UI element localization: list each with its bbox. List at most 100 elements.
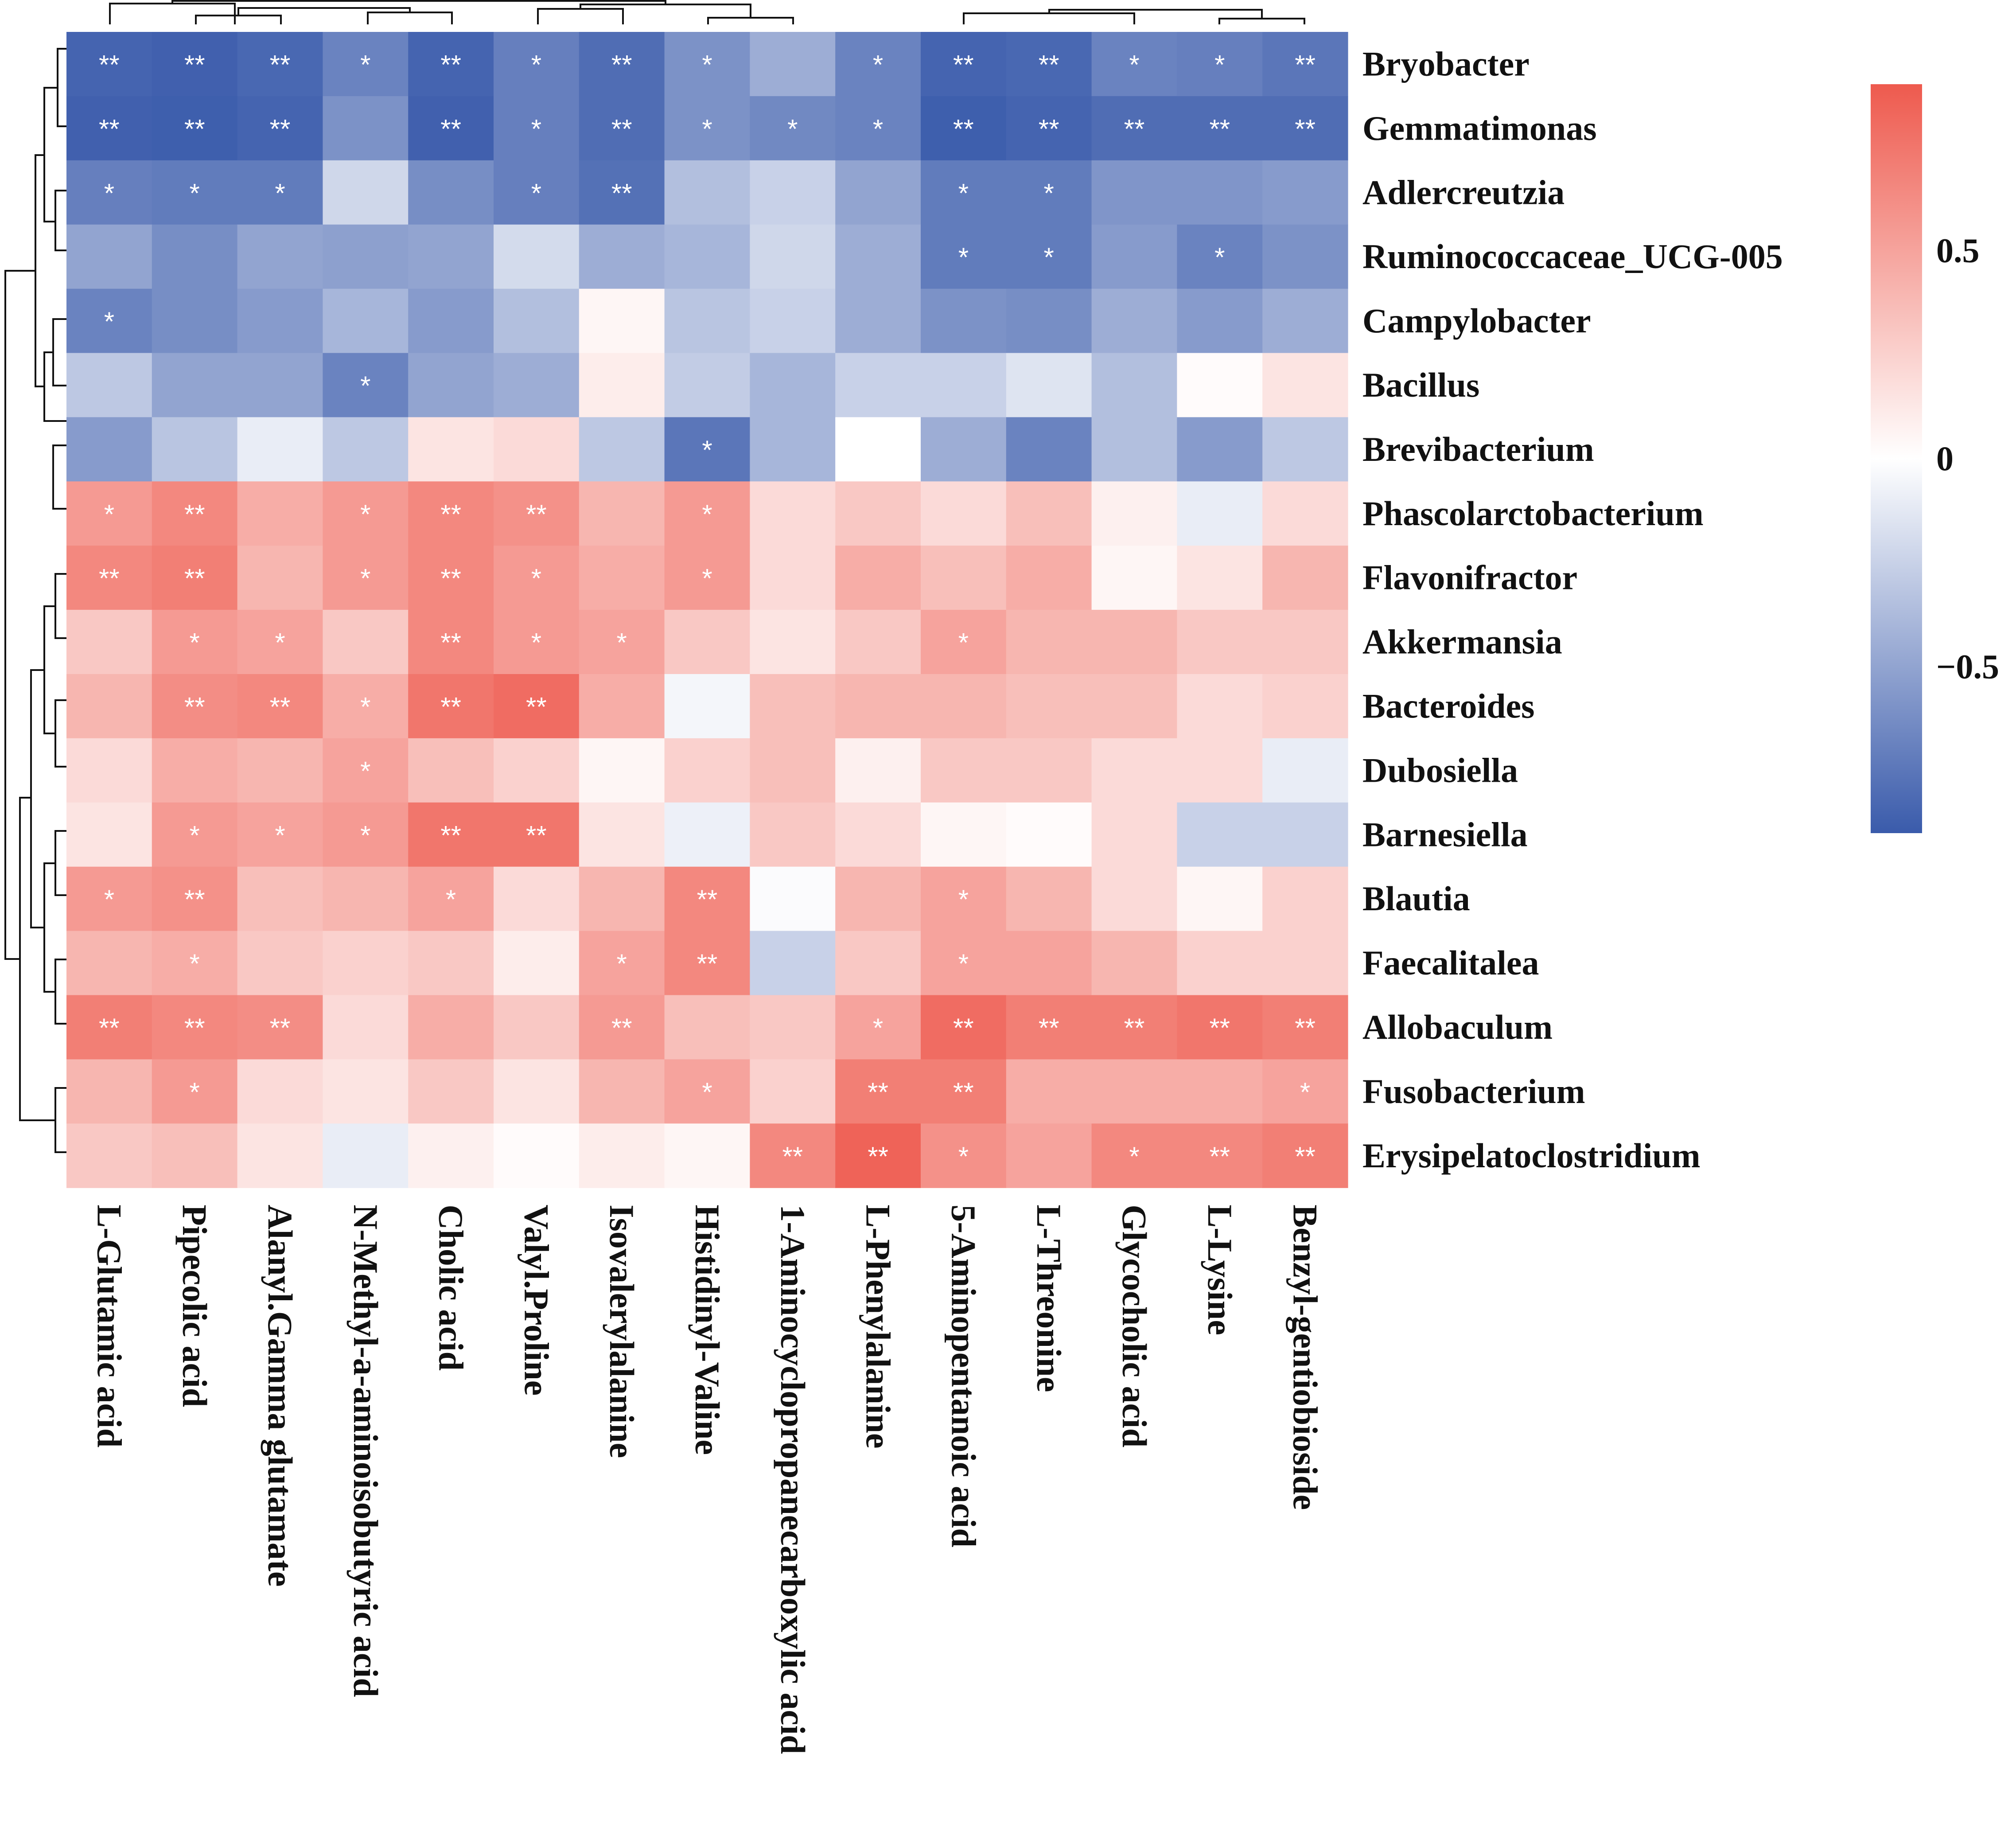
row-label: Phascolarctobacterium: [1362, 494, 1704, 533]
significance-marker: *: [702, 50, 712, 79]
significance-marker: **: [270, 114, 291, 144]
significance-marker: **: [611, 1013, 632, 1043]
heatmap-cell: [579, 995, 665, 1060]
significance-marker: **: [1209, 114, 1230, 144]
heatmap-cell: [494, 995, 580, 1060]
significance-marker: *: [360, 499, 370, 529]
heatmap-cell: [1091, 674, 1177, 739]
significance-marker: *: [104, 307, 114, 336]
heatmap-cell: [323, 160, 409, 225]
heatmap-cell: [323, 546, 409, 610]
heatmap-cell: [579, 674, 665, 739]
significance-marker: **: [99, 114, 120, 144]
heatmap-cell: [323, 1059, 409, 1124]
significance-marker: *: [1214, 50, 1225, 79]
significance-marker: *: [446, 885, 456, 914]
heatmap-cell: [1091, 32, 1177, 97]
significance-marker: *: [702, 435, 712, 465]
significance-marker: *: [190, 178, 200, 208]
heatmap-cell: [1091, 995, 1177, 1060]
column-label: 1-Aminocyclopropanecarboxylic acid: [774, 1205, 812, 1754]
significance-marker: *: [958, 949, 969, 978]
significance-marker: *: [104, 178, 114, 208]
heatmap-cell: [1006, 546, 1092, 610]
color-legend-bar: [1871, 84, 1922, 833]
heatmap-cell: [1177, 353, 1263, 417]
heatmap-cell: [921, 288, 1007, 354]
heatmap-cell: [66, 546, 152, 610]
heatmap-cell: [921, 802, 1007, 867]
significance-marker: **: [526, 820, 547, 850]
significance-marker: *: [702, 564, 712, 593]
heatmap-cell: [237, 546, 323, 610]
heatmap-cell: [323, 931, 409, 996]
heatmap-cell: [835, 353, 921, 417]
heatmap-cell: [152, 931, 238, 996]
significance-marker: **: [270, 1013, 291, 1043]
heatmap-cell: [1091, 160, 1177, 225]
heatmap-cell: [664, 674, 750, 739]
heatmap-cell: [237, 1059, 323, 1124]
significance-marker: *: [958, 628, 969, 658]
heatmap-cell: [152, 546, 238, 610]
heatmap-cell: [408, 96, 494, 161]
heatmap-cell: [66, 1123, 152, 1188]
heatmap-cell: [835, 1123, 921, 1188]
significance-marker: **: [440, 564, 461, 593]
heatmap-cell: [1006, 224, 1092, 289]
column-label: L-Glutamic acid: [90, 1205, 128, 1447]
heatmap-cell: [835, 417, 921, 482]
heatmap-cell: [921, 481, 1007, 546]
significance-marker: **: [868, 1077, 888, 1107]
heatmap-cell: [1177, 481, 1263, 546]
heatmap-cell: [152, 32, 238, 97]
significance-marker: *: [190, 1077, 200, 1107]
significance-marker: *: [873, 1013, 883, 1043]
heatmap-cell: [494, 866, 580, 932]
heatmap-cell: [408, 674, 494, 739]
column-dendrogram: [109, 0, 1305, 24]
heatmap-cell: [750, 32, 836, 97]
heatmap-cell: [1262, 931, 1348, 996]
significance-marker: *: [702, 1077, 712, 1107]
heatmap-cell: [237, 288, 323, 354]
heatmap-cell: [835, 546, 921, 610]
heatmap-cell: [1262, 866, 1348, 932]
heatmap-cell: [323, 610, 409, 674]
significance-marker: *: [104, 499, 114, 529]
heatmap-cell: [1262, 96, 1348, 161]
significance-marker: **: [99, 1013, 120, 1043]
heatmap-cell: [494, 32, 580, 97]
heatmap-cell: [921, 32, 1007, 97]
heatmap-cell: [408, 224, 494, 289]
heatmap-cell: [750, 931, 836, 996]
heatmap-cell: [1262, 417, 1348, 482]
heatmap-cell: [408, 353, 494, 417]
heatmap-cell: [1177, 1123, 1263, 1188]
heatmap-cell: [66, 224, 152, 289]
heatmap-cell: [494, 1059, 580, 1124]
significance-marker: **: [1295, 1142, 1315, 1171]
significance-marker: *: [1214, 242, 1225, 272]
column-label: Valyl.Proline: [517, 1205, 556, 1396]
heatmap-cell: [750, 802, 836, 867]
column-label: Alanyl.Gamma glutamate: [261, 1205, 300, 1587]
heatmap-cell: [750, 738, 836, 803]
heatmap-cell: [237, 481, 323, 546]
heatmap-cell: [237, 160, 323, 225]
heatmap-cell: [579, 353, 665, 417]
heatmap-cell: [921, 417, 1007, 482]
significance-marker: *: [360, 371, 370, 401]
row-label: Flavonifractor: [1362, 558, 1577, 597]
row-label: Barnesiella: [1362, 815, 1528, 854]
heatmap-cell: [750, 224, 836, 289]
row-label: Adlercreutzia: [1362, 173, 1565, 211]
heatmap-cell: [835, 674, 921, 739]
significance-marker: *: [190, 820, 200, 850]
significance-marker: **: [440, 628, 461, 658]
heatmap-cell: [323, 96, 409, 161]
heatmap-cell: [750, 995, 836, 1060]
heatmap-cell: [579, 931, 665, 996]
heatmap-cell: [664, 610, 750, 674]
